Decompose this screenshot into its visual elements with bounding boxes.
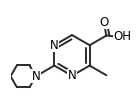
Text: OH: OH — [114, 30, 132, 43]
Text: O: O — [99, 16, 109, 29]
Text: N: N — [32, 70, 40, 83]
Text: N: N — [50, 39, 59, 52]
Text: N: N — [68, 69, 76, 82]
